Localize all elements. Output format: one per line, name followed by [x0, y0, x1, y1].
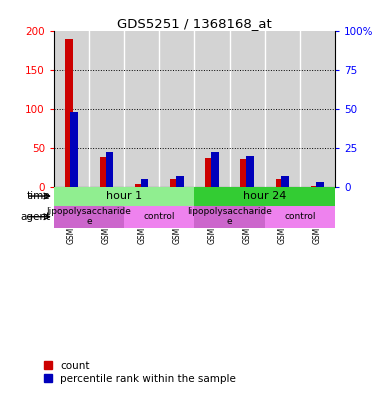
Bar	[159, 31, 194, 187]
Text: hour 1: hour 1	[106, 191, 142, 201]
Bar	[300, 31, 335, 187]
Text: agent: agent	[20, 212, 50, 222]
Bar	[316, 182, 324, 187]
Bar	[70, 112, 78, 187]
Bar	[124, 206, 194, 228]
Bar	[194, 206, 265, 228]
Text: lipopolysaccharide
e: lipopolysaccharide e	[187, 207, 272, 226]
Bar	[54, 206, 124, 228]
Bar	[246, 156, 254, 187]
Bar	[194, 31, 229, 187]
Bar	[241, 160, 248, 187]
Bar	[170, 179, 178, 187]
Bar	[229, 31, 265, 187]
Legend: count, percentile rank within the sample: count, percentile rank within the sample	[44, 361, 236, 384]
Bar	[124, 31, 159, 187]
Bar	[194, 187, 335, 206]
Bar	[54, 31, 89, 187]
Bar	[135, 184, 143, 187]
Text: lipopolysaccharide
e: lipopolysaccharide e	[47, 207, 131, 226]
Title: GDS5251 / 1368168_at: GDS5251 / 1368168_at	[117, 17, 272, 30]
Bar	[89, 31, 124, 187]
Bar	[65, 39, 72, 187]
Bar	[54, 187, 194, 206]
Bar	[205, 158, 213, 187]
Bar	[276, 179, 283, 187]
Text: control: control	[144, 212, 175, 221]
Text: hour 24: hour 24	[243, 191, 286, 201]
Bar	[311, 186, 318, 187]
Bar	[264, 206, 335, 228]
Bar	[176, 176, 184, 187]
Text: time: time	[27, 191, 50, 201]
Bar	[264, 31, 300, 187]
Bar	[100, 157, 108, 187]
Text: control: control	[284, 212, 316, 221]
Bar	[141, 179, 148, 187]
Bar	[211, 152, 219, 187]
Bar	[281, 176, 289, 187]
Bar	[105, 152, 113, 187]
